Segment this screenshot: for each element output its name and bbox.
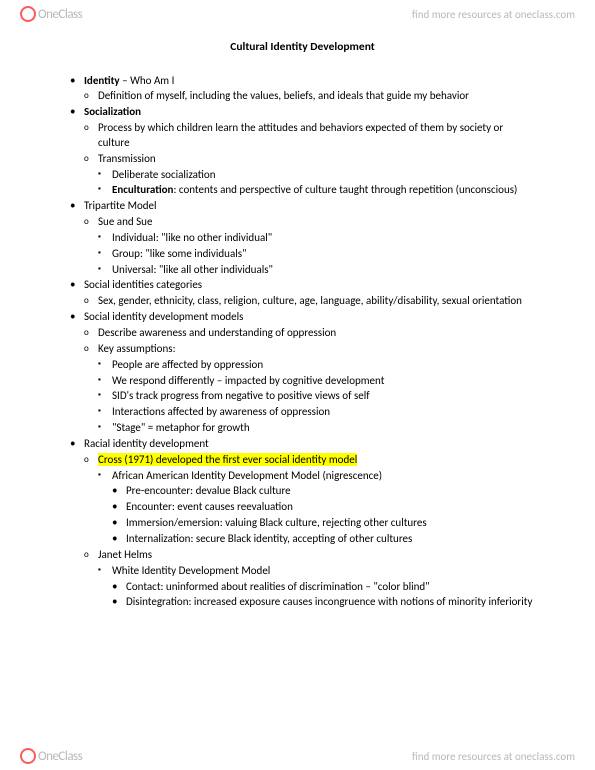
text-run: Socialization — [84, 105, 141, 118]
list-item: Deliberate socialization — [70, 168, 535, 183]
outline-list: Identity – Who Am IDefinition of myself,… — [70, 74, 535, 611]
outline-sublist: Sex, gender, ethnicity, class, religion,… — [70, 294, 535, 309]
list-item: People are affected by oppression — [70, 358, 535, 373]
text-run: Definition of myself, including the valu… — [98, 89, 469, 102]
outline-sublist: African American Identity Development Mo… — [70, 469, 535, 547]
text-run: Enculturation — [112, 183, 173, 196]
outline-sublist: Contact: uninformed about realities of d… — [70, 580, 535, 611]
outline-sublist: Sue and Sue Individual: "like no other in… — [70, 215, 535, 277]
list-item: Definition of myself, including the valu… — [70, 89, 535, 104]
list-item: Sex, gender, ethnicity, class, religion,… — [70, 294, 535, 309]
outline-sublist: Definition of myself, including the valu… — [70, 89, 535, 104]
list-item: Janet Helms — [70, 548, 535, 563]
text-run: Immersion/emersion: valuing Black cultur… — [126, 516, 427, 529]
text-run: Internalization: secure Black identity, … — [126, 532, 412, 545]
text-run: We respond differently – impacted by cog… — [112, 374, 384, 387]
list-item: Social identities categories — [70, 278, 535, 293]
outline-sublist: White Identity Development Model Contact:… — [70, 564, 535, 611]
page-title: Cultural Identity Development — [70, 40, 535, 56]
brand-name: OneClass — [38, 749, 82, 764]
text-run: Social identity development models — [84, 310, 243, 323]
list-item: We respond differently – impacted by cog… — [70, 374, 535, 389]
list-item: Social identity development models — [70, 310, 535, 325]
outline-sublist: Deliberate socialization Enculturation: c… — [70, 168, 535, 199]
list-item: "Stage" = metaphor for growth — [70, 421, 535, 436]
list-item: Pre-encounter: devalue Black culture — [70, 484, 535, 499]
text-run: Universal: "like all other individuals" — [112, 263, 273, 276]
list-item: Disintegration: increased exposure cause… — [70, 595, 535, 610]
outline-sublist: Describe awareness and understanding of … — [70, 326, 535, 436]
footer-link[interactable]: find more resources at oneclass.com — [412, 750, 575, 763]
header-link[interactable]: find more resources at oneclass.com — [412, 8, 575, 21]
text-run: Sue and Sue — [98, 215, 152, 228]
list-item: Socialization — [70, 105, 535, 120]
text-run: Pre-encounter: devalue Black culture — [126, 484, 291, 497]
list-item: Internalization: secure Black identity, … — [70, 532, 535, 547]
text-run: – Who Am I — [120, 74, 175, 87]
text-run: Identity — [84, 74, 120, 87]
list-item: Group: "like some individuals" — [70, 247, 535, 262]
list-item: Racial identity development — [70, 437, 535, 452]
text-run: Group: "like some individuals" — [112, 247, 246, 260]
text-run: : contents and perspective of culture ta… — [173, 183, 517, 196]
text-run: African American Identity Development Mo… — [112, 469, 382, 482]
logo-circle-icon — [20, 748, 36, 764]
list-item: African American Identity Development Mo… — [70, 469, 535, 484]
list-item: Transmission — [70, 152, 535, 167]
text-run: "Stage" = metaphor for growth — [112, 421, 250, 434]
list-item: Contact: uninformed about realities of d… — [70, 580, 535, 595]
text-run: Deliberate socialization — [112, 168, 215, 181]
text-run: Social identities categories — [84, 278, 202, 291]
document-content: Cultural Identity Development Identity –… — [70, 40, 535, 611]
text-run: Janet Helms — [98, 548, 152, 561]
text-run: Sex, gender, ethnicity, class, religion,… — [98, 294, 522, 307]
list-item: Describe awareness and understanding of … — [70, 326, 535, 341]
text-run: Racial identity development — [84, 437, 209, 450]
text-run: People are affected by oppression — [112, 358, 263, 371]
list-item: Enculturation: contents and perspective … — [70, 183, 535, 198]
list-item: SID's track progress from negative to po… — [70, 389, 535, 404]
outline-sublist: People are affected by oppression We resp… — [70, 358, 535, 436]
list-item: Interactions affected by awareness of op… — [70, 405, 535, 420]
list-item: Identity – Who Am I — [70, 74, 535, 89]
list-item: Process by which children learn the atti… — [70, 121, 535, 151]
list-item: Individual: "like no other individual" — [70, 231, 535, 246]
text-run: Key assumptions: — [98, 342, 176, 355]
text-run: Process by which children learn the atti… — [98, 121, 503, 149]
text-run: Contact: uninformed about realities of d… — [126, 580, 430, 593]
list-item: White Identity Development Model — [70, 564, 535, 579]
list-item: Immersion/emersion: valuing Black cultur… — [70, 516, 535, 531]
list-item: Universal: "like all other individuals" — [70, 263, 535, 278]
list-item: Cross (1971) developed the first ever so… — [70, 453, 535, 468]
text-run: SID's track progress from negative to po… — [112, 389, 370, 402]
brand-logo: OneClass — [20, 6, 82, 22]
list-item: Encounter: event causes reevaluation — [70, 500, 535, 515]
text-run: Cross (1971) developed the first ever so… — [98, 453, 357, 466]
text-run: Describe awareness and understanding of … — [98, 326, 336, 339]
text-run: White Identity Development Model — [112, 564, 270, 577]
outline-sublist: Individual: "like no other individual" Gr… — [70, 231, 535, 278]
text-run: Tripartite Model — [84, 199, 157, 212]
text-run: Interactions affected by awareness of op… — [112, 405, 330, 418]
text-run: Transmission — [98, 152, 156, 165]
brand-logo: OneClass — [20, 748, 82, 764]
list-item: Tripartite Model — [70, 199, 535, 214]
page-header: OneClass find more resources at oneclass… — [0, 0, 595, 28]
logo-circle-icon — [20, 6, 36, 22]
brand-name: OneClass — [38, 7, 82, 22]
list-item: Key assumptions: — [70, 342, 535, 357]
outline-sublist: Process by which children learn the atti… — [70, 121, 535, 198]
text-run: Disintegration: increased exposure cause… — [126, 595, 532, 608]
text-run: Individual: "like no other individual" — [112, 231, 272, 244]
page-footer: OneClass find more resources at oneclass… — [0, 742, 595, 770]
list-item: Sue and Sue — [70, 215, 535, 230]
outline-sublist: Cross (1971) developed the first ever so… — [70, 453, 535, 610]
text-run: Encounter: event causes reevaluation — [126, 500, 293, 513]
outline-sublist: Pre-encounter: devalue Black culture Enco… — [70, 484, 535, 546]
